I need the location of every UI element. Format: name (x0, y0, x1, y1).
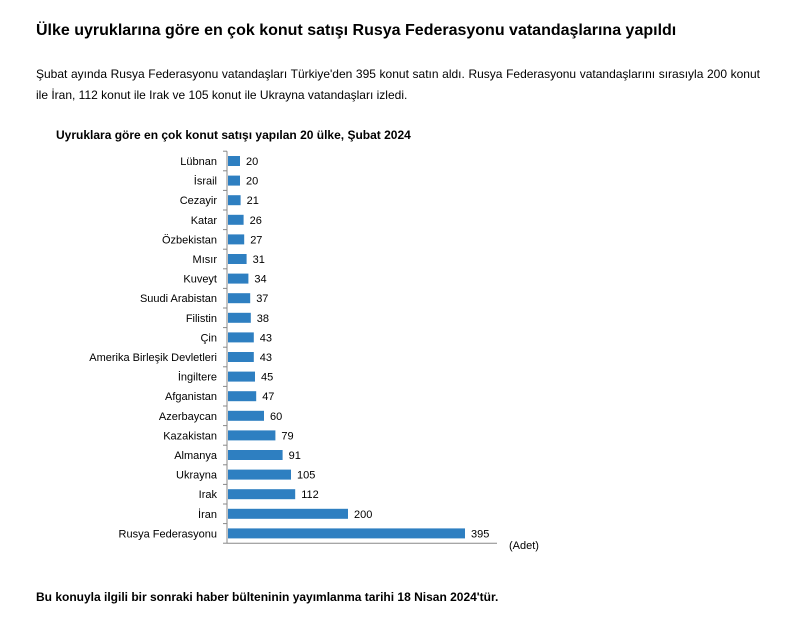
category-label: İngiltere (178, 371, 217, 384)
value-label: 47 (262, 391, 274, 403)
category-label: Rusya Federasyonu (119, 528, 217, 540)
bar (228, 469, 291, 480)
bar (228, 195, 241, 206)
category-label: Cezayir (180, 195, 218, 207)
value-label: 43 (260, 332, 272, 344)
footnote: Bu konuyla ilgili bir sonraki haber bült… (36, 590, 499, 604)
chart-category-labels: Lübnan İsrail Cezayir Katar Özbekistan Mısır K… (89, 156, 218, 540)
value-label: 20 (246, 156, 258, 168)
category-label: Afganistan (165, 391, 217, 403)
category-label: Katar (191, 215, 218, 227)
bar (228, 254, 247, 264)
category-label: Lübnan (180, 156, 217, 168)
category-label: Özbekistan (162, 234, 217, 246)
value-label: 200 (354, 509, 372, 521)
category-label: Kazakistan (163, 430, 217, 442)
value-label: 21 (247, 195, 259, 207)
chart-unit-label: (Adet) (509, 540, 539, 552)
bar (228, 332, 254, 343)
bar (228, 175, 240, 186)
category-label: Kuveyt (183, 274, 217, 286)
value-label: 34 (254, 274, 266, 286)
bar (228, 352, 254, 362)
category-label: Çin (200, 332, 217, 344)
category-label: Azerbaycan (159, 411, 217, 423)
category-label: Mısır (193, 254, 218, 266)
value-label: 60 (270, 411, 282, 423)
chart-title: Uyruklara göre en çok konut satışı yapıl… (56, 128, 411, 142)
value-label: 26 (250, 215, 262, 227)
bar (228, 410, 264, 421)
value-label: 79 (281, 430, 293, 442)
chart-bars (228, 156, 465, 539)
value-label: 105 (297, 470, 315, 482)
bar (228, 156, 240, 166)
value-label: 45 (261, 372, 273, 384)
category-label: İran (198, 508, 217, 521)
value-label: 20 (246, 176, 258, 188)
category-label: Almanya (174, 450, 218, 462)
category-label: Suudi Arabistan (140, 293, 217, 305)
value-label: 112 (301, 489, 319, 501)
value-label: 31 (253, 254, 265, 266)
category-label: Filistin (186, 313, 217, 325)
value-label: 91 (289, 450, 301, 462)
value-label: 395 (471, 528, 489, 540)
bar (228, 214, 244, 225)
bar-chart: Lübnan İsrail Cezayir Katar Özbekistan Mısır K… (89, 150, 539, 552)
bar (228, 450, 283, 460)
bar (228, 489, 296, 500)
bar (228, 508, 348, 519)
bar (228, 371, 255, 382)
value-label: 43 (260, 352, 272, 364)
category-label: Ukrayna (176, 470, 218, 482)
bar (228, 391, 257, 402)
page-heading: Ülke uyruklarına göre en çok konut satış… (36, 22, 677, 39)
bar (228, 528, 465, 539)
category-label: İsrail (194, 175, 217, 188)
bar (228, 430, 276, 441)
chart-axes (223, 150, 497, 544)
intro-paragraph: Şubat ayında Rusya Federasyonu vatandaşl… (36, 67, 760, 102)
value-label: 37 (256, 293, 268, 305)
chart-value-labels: 20 20 21 26 27 31 34 37 38 43 43 45 47 60 79 91 105 112 20… (246, 156, 489, 540)
category-label: Amerika Birleşik Devletleri (89, 352, 217, 364)
bar (228, 293, 251, 304)
value-label: 27 (250, 234, 262, 246)
bar (228, 273, 249, 284)
bar (228, 234, 245, 245)
bar (228, 312, 251, 323)
category-label: Irak (199, 489, 218, 501)
value-label: 38 (257, 313, 269, 325)
